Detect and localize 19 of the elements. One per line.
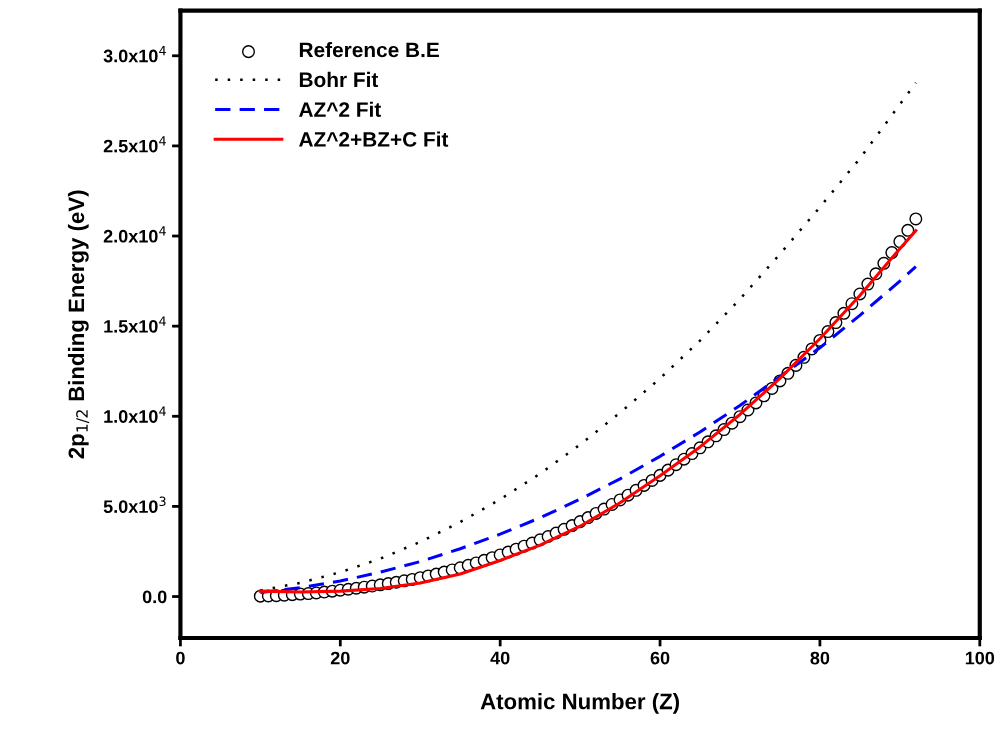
x-tick-label: 20 [330,651,350,665]
x-tick-label: 40 [490,651,510,665]
x-axis-title: Atomic Number (Z) [480,693,679,714]
x-tick-label: 0 [176,651,185,665]
y-tick-label: 5.0x10$^{3}$ [103,496,166,513]
x-tick-label: 100 [965,651,995,665]
x-tick-label: 80 [810,651,830,665]
y-tick-label: 1.0x10$^{4}$ [104,406,166,423]
y-tick-label: 3.0x10$^{4}$ [103,46,166,63]
legend-label: AZ^2+BZ+C Fit [299,131,449,147]
y-axis-title: 2p$_{1/2}$ Binding Energy (eV) [67,190,90,459]
y-tick-label: 1.5x10$^{4}$ [104,316,166,333]
y-tick-label: 2.0x10$^{4}$ [103,226,166,243]
legend-label: Bohr Fit [299,71,379,88]
y-tick-label: 2.5x10$^{4}$ [103,136,166,153]
x-tick-label: 60 [650,651,670,665]
y-tick-label: 0.0 [142,590,167,604]
legend-label: AZ^2 Fit [299,101,382,117]
legend-label: Reference B.E [299,42,439,58]
